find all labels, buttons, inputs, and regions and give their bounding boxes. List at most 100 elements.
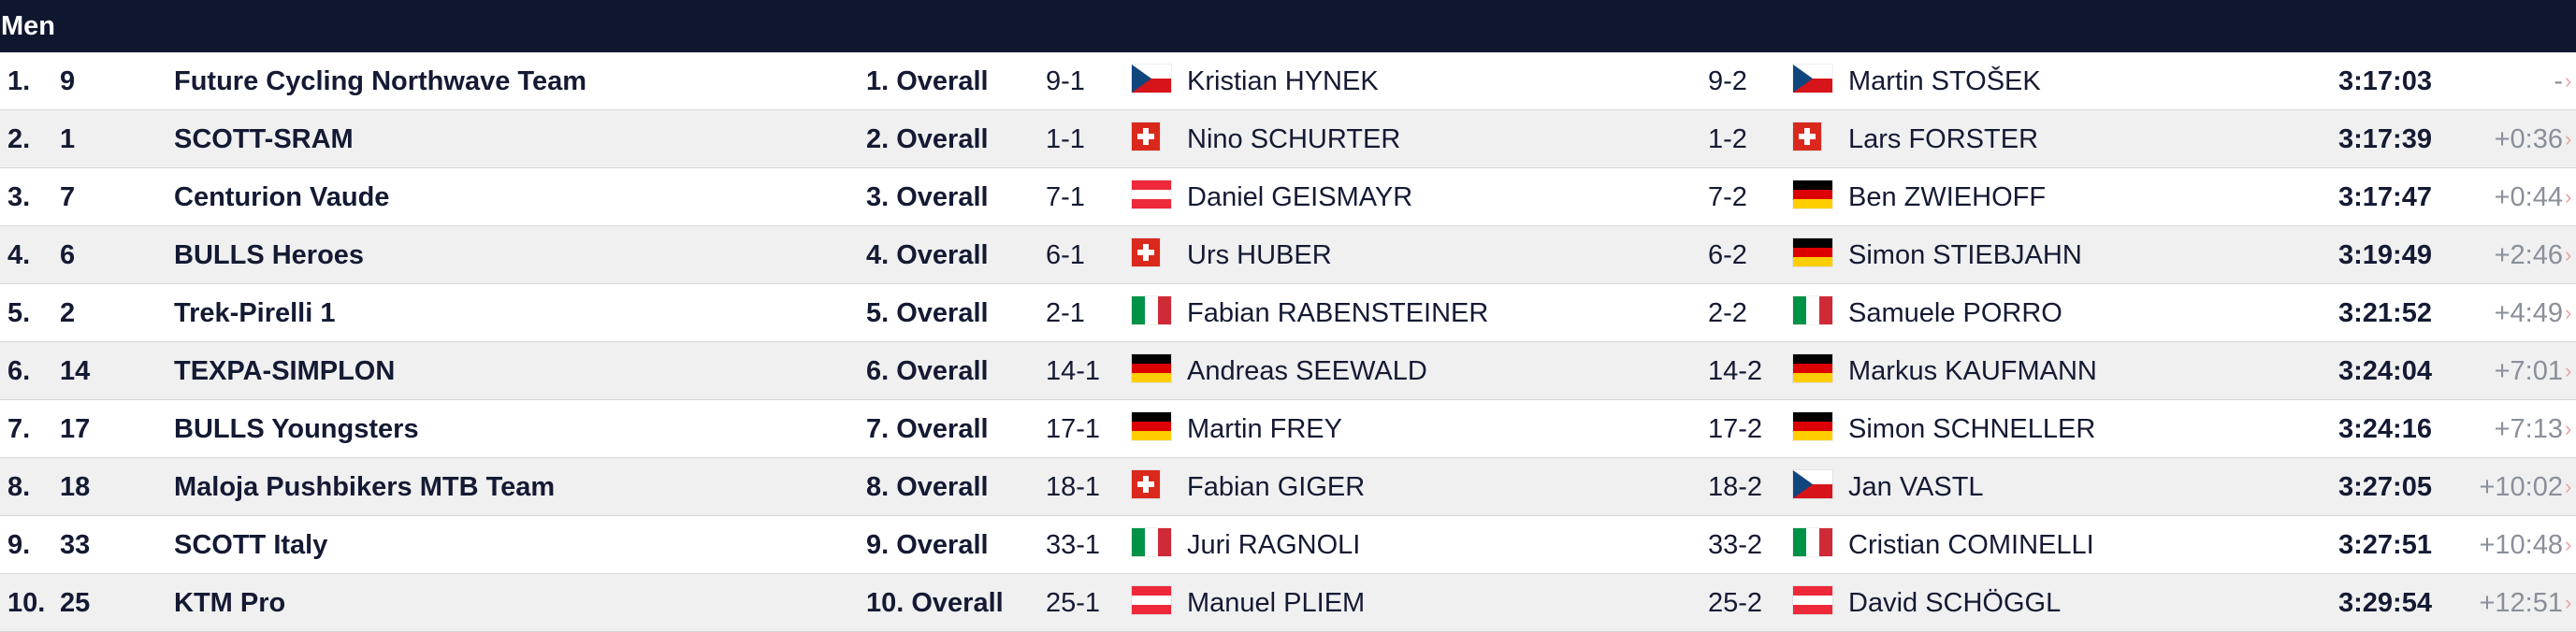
rider1-bib: 25-1 — [1046, 588, 1101, 618]
team-number: 33 — [60, 530, 91, 560]
result-row[interactable]: 4. 6 BULLS Heroes 4. Overall 6-1 Urs HUB… — [0, 226, 2576, 284]
team-name[interactable]: SCOTT-SRAM — [174, 124, 354, 154]
rider1-bib: 18-1 — [1046, 472, 1101, 502]
result-row[interactable]: 6. 14 TEXPA-SIMPLON 6. Overall 14-1 Andr… — [0, 342, 2576, 400]
rider2-bib: 9-2 — [1708, 66, 1747, 96]
finish-time: 3:21:52 — [2338, 298, 2432, 328]
rank: 6. — [7, 356, 31, 386]
rider2-bib: 17-2 — [1708, 414, 1763, 444]
rider1-name[interactable]: Juri RAGNOLI — [1187, 530, 1361, 560]
finish-time: 3:27:51 — [2338, 530, 2432, 560]
de-flag-icon — [1793, 412, 1832, 440]
time-gap: - — [2554, 66, 2563, 96]
time-gap: +10:48 — [2479, 530, 2563, 560]
team-name[interactable]: TEXPA-SIMPLON — [174, 356, 396, 386]
result-row[interactable]: 1. 9 Future Cycling Northwave Team 1. Ov… — [0, 52, 2576, 110]
rider1-name[interactable]: Martin FREY — [1187, 414, 1342, 444]
result-row[interactable]: 7. 17 BULLS Youngsters 7. Overall 17-1 M… — [0, 400, 2576, 458]
overall-position: 9. Overall — [866, 530, 989, 560]
finish-time: 3:24:04 — [2338, 356, 2432, 386]
chevron-icon[interactable]: › — [2565, 243, 2572, 266]
overall-position: 6. Overall — [866, 356, 989, 386]
chevron-icon[interactable]: › — [2565, 591, 2572, 614]
rider1-name[interactable]: Andreas SEEWALD — [1187, 356, 1427, 386]
rank: 9. — [7, 530, 31, 560]
rider2-name[interactable]: Samuele PORRO — [1848, 298, 2062, 328]
finish-time: 3:17:47 — [2338, 182, 2432, 212]
rank: 5. — [7, 298, 31, 328]
team-name[interactable]: Maloja Pushbikers MTB Team — [174, 472, 556, 502]
ch-flag-icon — [1132, 238, 1160, 266]
result-row[interactable]: 10. 25 KTM Pro 10. Overall 25-1 Manuel P… — [0, 574, 2576, 632]
team-name[interactable]: BULLS Youngsters — [174, 414, 419, 444]
team-name[interactable]: SCOTT Italy — [174, 530, 328, 560]
rider2-name[interactable]: Simon SCHNELLER — [1848, 414, 2096, 444]
result-row[interactable]: 2. 1 SCOTT-SRAM 2. Overall 1-1 Nino SCHU… — [0, 110, 2576, 168]
rider1-name[interactable]: Daniel GEISMAYR — [1187, 182, 1413, 212]
team-name[interactable]: Future Cycling Northwave Team — [174, 66, 586, 96]
rider1-name[interactable]: Kristian HYNEK — [1187, 66, 1379, 96]
rider2-name[interactable]: Martin STOŠEK — [1848, 66, 2041, 96]
time-gap: +12:51 — [2479, 588, 2563, 618]
team-name[interactable]: KTM Pro — [174, 588, 286, 618]
rider2-name[interactable]: Lars FORSTER — [1848, 124, 2039, 154]
chevron-icon[interactable]: › — [2565, 533, 2572, 556]
at-flag-icon — [1132, 586, 1171, 614]
rider1-name[interactable]: Nino SCHURTER — [1187, 124, 1401, 154]
rider1-name[interactable]: Fabian RABENSTEINER — [1187, 298, 1489, 328]
section-title: Men — [1, 11, 55, 41]
chevron-icon[interactable]: › — [2565, 301, 2572, 324]
chevron-icon[interactable]: › — [2565, 417, 2572, 440]
result-row[interactable]: 5. 2 Trek-Pirelli 1 5. Overall 2-1 Fabia… — [0, 284, 2576, 342]
rider2-bib: 1-2 — [1708, 124, 1747, 154]
chevron-icon[interactable]: › — [2565, 69, 2572, 93]
rider2-name[interactable]: Markus KAUFMANN — [1848, 356, 2097, 386]
chevron-icon[interactable]: › — [2565, 475, 2572, 498]
rider1-name[interactable]: Manuel PLIEM — [1187, 588, 1366, 618]
overall-position: 5. Overall — [866, 298, 989, 328]
rider2-name[interactable]: Ben ZWIEHOFF — [1848, 182, 2047, 212]
ch-flag-icon — [1132, 122, 1160, 151]
chevron-icon[interactable]: › — [2565, 185, 2572, 208]
team-number: 1 — [60, 124, 76, 154]
finish-time: 3:17:39 — [2338, 124, 2432, 154]
results-table: 1. 9 Future Cycling Northwave Team 1. Ov… — [0, 52, 2576, 632]
rider1-bib: 6-1 — [1046, 240, 1085, 270]
chevron-icon[interactable]: › — [2565, 127, 2572, 151]
rider1-bib: 1-1 — [1046, 124, 1085, 154]
chevron-icon[interactable]: › — [2565, 359, 2572, 382]
team-name[interactable]: BULLS Heroes — [174, 240, 365, 270]
cz-flag-icon — [1132, 65, 1171, 93]
result-row[interactable]: 3. 7 Centurion Vaude 3. Overall 7-1 Dani… — [0, 168, 2576, 226]
rider2-name[interactable]: Simon STIEBJAHN — [1848, 240, 2082, 270]
rider1-name[interactable]: Urs HUBER — [1187, 240, 1332, 270]
rider2-bib: 7-2 — [1708, 182, 1747, 212]
rider2-name[interactable]: David SCHÖGGL — [1848, 588, 2062, 618]
rider1-bib: 2-1 — [1046, 298, 1085, 328]
time-gap: +7:01 — [2494, 356, 2563, 386]
finish-time: 3:29:54 — [2338, 588, 2432, 618]
finish-time: 3:19:49 — [2338, 240, 2432, 270]
rider1-bib: 9-1 — [1046, 66, 1085, 96]
time-gap: +2:46 — [2494, 240, 2563, 270]
ch-flag-icon — [1793, 122, 1821, 151]
rider1-name[interactable]: Fabian GIGER — [1187, 472, 1366, 502]
time-gap: +4:49 — [2494, 298, 2563, 328]
rider2-name[interactable]: Cristian COMINELLI — [1848, 530, 2094, 560]
team-number: 25 — [60, 588, 91, 618]
it-flag-icon — [1793, 296, 1832, 324]
at-flag-icon — [1793, 586, 1832, 614]
overall-position: 10. Overall — [866, 588, 1004, 618]
team-name[interactable]: Centurion Vaude — [174, 182, 390, 212]
team-number: 9 — [60, 66, 76, 96]
result-row[interactable]: 8. 18 Maloja Pushbikers MTB Team 8. Over… — [0, 458, 2576, 516]
cz-flag-icon — [1793, 65, 1832, 93]
team-name[interactable]: Trek-Pirelli 1 — [174, 298, 336, 328]
de-flag-icon — [1793, 354, 1832, 382]
at-flag-icon — [1132, 180, 1171, 208]
rider2-name[interactable]: Jan VASTL — [1848, 472, 1984, 502]
result-row[interactable]: 9. 33 SCOTT Italy 9. Overall 33-1 Juri R… — [0, 516, 2576, 574]
rider2-bib: 14-2 — [1708, 356, 1763, 386]
rider1-bib: 17-1 — [1046, 414, 1101, 444]
time-gap: +10:02 — [2479, 472, 2563, 502]
